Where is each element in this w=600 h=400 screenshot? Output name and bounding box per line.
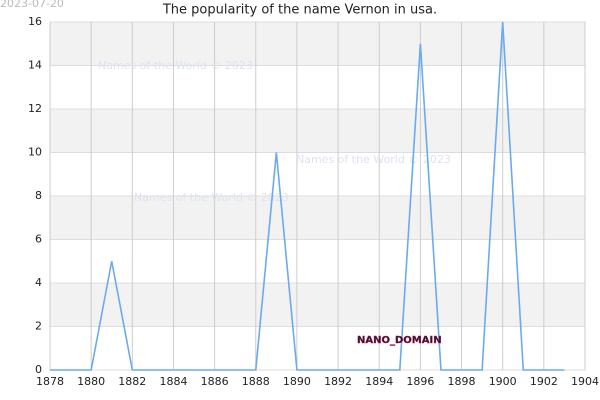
x-tick-label: 1878 <box>36 375 64 388</box>
x-tick-label: 1884 <box>159 375 187 388</box>
x-tick-label: 1904 <box>571 375 599 388</box>
x-tick-label: 1894 <box>365 375 393 388</box>
chart-title: The popularity of the name Vernon in usa… <box>162 3 437 18</box>
x-tick-label: 1896 <box>406 375 434 388</box>
watermark: Names of the World © 2023 <box>134 191 289 204</box>
y-tick-label: 14 <box>28 59 42 72</box>
watermark: Names of the World © 2023 <box>98 59 253 72</box>
x-tick-label: 1892 <box>324 375 352 388</box>
y-tick-label: 2 <box>35 320 42 333</box>
y-tick-label: 4 <box>35 276 42 289</box>
y-tick-label: 10 <box>28 146 42 159</box>
x-tick-label: 1888 <box>242 375 270 388</box>
x-tick-label: 1890 <box>283 375 311 388</box>
x-tick-label: 1886 <box>201 375 229 388</box>
x-tick-label: 1898 <box>448 375 476 388</box>
x-tick-label: 1880 <box>77 375 105 388</box>
x-tick-label: 1902 <box>530 375 558 388</box>
x-tick-label: 1900 <box>489 375 517 388</box>
y-tick-label: 8 <box>35 189 42 202</box>
grid-band <box>50 283 585 327</box>
grid-band <box>50 109 585 153</box>
line <box>50 21 565 371</box>
grid-band <box>50 22 585 66</box>
y-tick-label: 0 <box>35 363 42 376</box>
y-tick-label: 6 <box>35 233 42 246</box>
x-tick-label: 1882 <box>118 375 146 388</box>
grid-band <box>50 196 585 240</box>
badge: NANO_DOMAIN <box>357 335 442 346</box>
y-tick-label: 16 <box>28 15 42 28</box>
date-stamp: 2023-07-20 <box>0 0 64 10</box>
y-tick-label: 12 <box>28 102 42 115</box>
